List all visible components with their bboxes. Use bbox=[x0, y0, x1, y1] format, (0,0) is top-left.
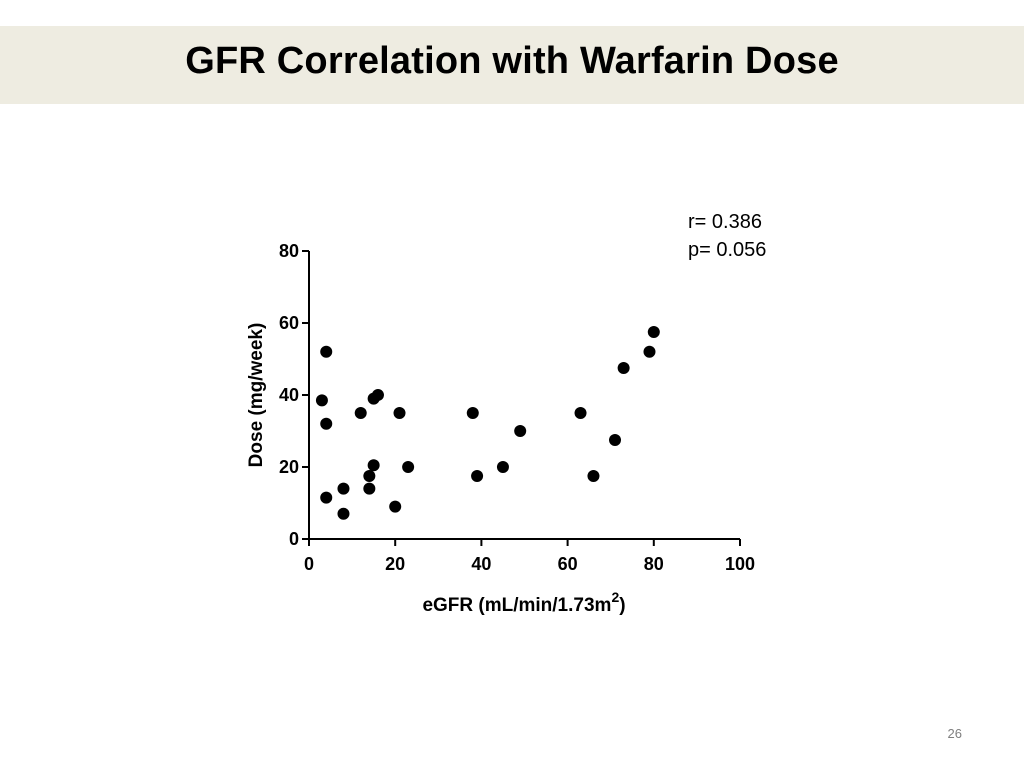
chart-axes: 0 20 40 60 80 100 0 20 40 60 80 bbox=[279, 241, 755, 574]
correlation-p-annotation: p= 0.056 bbox=[688, 239, 766, 261]
y-tick-label: 0 bbox=[289, 529, 299, 549]
x-axis-label-main: eGFR (mL/min/1.73m bbox=[422, 595, 611, 616]
x-axis-label-superscript: 2 bbox=[611, 589, 619, 605]
y-tick-label: 60 bbox=[279, 313, 299, 333]
data-point bbox=[354, 407, 367, 419]
chart-points bbox=[315, 326, 660, 520]
data-point bbox=[466, 407, 479, 419]
data-point bbox=[337, 507, 350, 520]
data-point bbox=[337, 482, 350, 495]
data-point bbox=[363, 470, 376, 482]
x-axis-label: eGFR (mL/min/1.73m2) bbox=[422, 589, 625, 616]
slide-title: GFR Correlation with Warfarin Dose bbox=[185, 40, 839, 82]
x-tick-label: 60 bbox=[558, 554, 578, 574]
data-point bbox=[393, 407, 406, 419]
data-point bbox=[320, 345, 333, 358]
x-tick-label: 80 bbox=[644, 554, 664, 574]
y-tick-label: 40 bbox=[279, 385, 299, 405]
data-point bbox=[363, 482, 376, 495]
data-point bbox=[514, 425, 527, 437]
data-point bbox=[574, 407, 587, 419]
data-point bbox=[617, 362, 630, 374]
x-tick-label: 20 bbox=[385, 554, 405, 574]
data-point bbox=[471, 470, 484, 482]
data-point bbox=[643, 345, 656, 358]
data-point bbox=[371, 389, 384, 401]
x-tick-label: 0 bbox=[304, 554, 314, 574]
y-axis-label: Dose (mg/week) bbox=[246, 323, 267, 468]
title-band bbox=[0, 26, 1024, 104]
data-point bbox=[320, 417, 333, 430]
x-tick-label: 100 bbox=[725, 554, 755, 574]
correlation-r-annotation: r= 0.386 bbox=[688, 211, 762, 233]
data-point bbox=[402, 461, 415, 473]
x-tick-label: 40 bbox=[471, 554, 491, 574]
x-axis-label-suffix: ) bbox=[619, 595, 625, 616]
data-point bbox=[389, 500, 402, 513]
y-tick-label: 80 bbox=[279, 241, 299, 261]
page-number: 26 bbox=[947, 726, 962, 741]
data-point bbox=[647, 326, 660, 338]
data-point bbox=[496, 461, 509, 473]
data-point bbox=[609, 434, 622, 446]
data-point bbox=[315, 394, 328, 407]
data-point bbox=[367, 459, 380, 472]
data-point bbox=[320, 491, 333, 504]
data-point bbox=[587, 470, 600, 482]
y-tick-label: 20 bbox=[279, 457, 299, 477]
